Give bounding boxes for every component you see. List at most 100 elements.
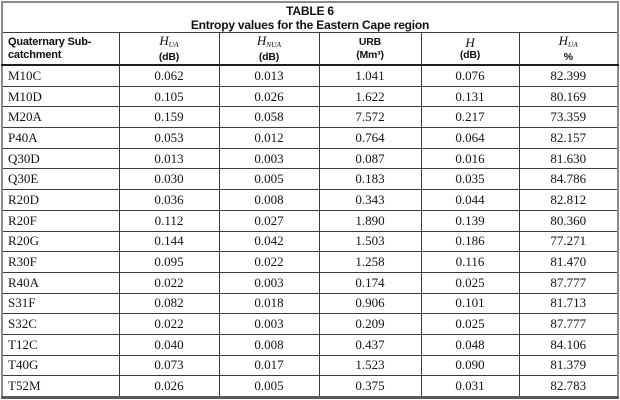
cell-urb: 0.209 <box>318 313 422 335</box>
cell-subcatchment: P40A <box>1 127 120 149</box>
col-header-subcatchment: Quaternary Sub- catchment <box>1 32 120 66</box>
column-header-row: Quaternary Sub- catchment HUA (dB) HNUA … <box>1 32 619 66</box>
cell-hua: 0.013 <box>118 147 220 170</box>
hua-percent-symbol: HUA <box>558 32 578 49</box>
table-row: S32C 0.022 0.003 0.209 0.025 87.777 <box>1 313 619 335</box>
cell-hnua: 0.027 <box>218 209 320 232</box>
cell-hnua: 0.017 <box>218 354 320 377</box>
cell-hua-percent: 87.777 <box>518 271 619 294</box>
cell-hua: 0.073 <box>118 354 220 377</box>
cell-h: 0.044 <box>420 189 520 211</box>
cell-urb: 1.041 <box>318 64 422 87</box>
cell-h: 0.186 <box>420 230 520 253</box>
cell-h: 0.101 <box>420 292 520 315</box>
cell-urb: 0.764 <box>318 127 422 149</box>
cell-urb: 0.174 <box>318 271 422 294</box>
cell-subcatchment: M10D <box>1 85 120 108</box>
cell-subcatchment: M20A <box>1 106 120 129</box>
cell-subcatchment: R30F <box>1 251 120 273</box>
col-header-hua: HUA (dB) <box>118 32 220 66</box>
cell-hua: 0.036 <box>118 189 220 211</box>
cell-hnua: 0.003 <box>218 147 320 170</box>
cell-h: 0.016 <box>420 147 520 170</box>
col-header-h: H (dB) <box>420 32 520 66</box>
table-row: S31F 0.082 0.018 0.906 0.101 81.713 <box>1 292 619 315</box>
urb-unit: (Mm³) <box>356 48 384 61</box>
cell-hua: 0.053 <box>118 127 220 149</box>
cell-subcatchment: R20F <box>1 209 120 232</box>
cell-hnua: 0.008 <box>218 189 320 211</box>
cell-h: 0.076 <box>420 64 520 87</box>
cell-hnua: 0.058 <box>218 106 320 129</box>
table-row: M10C 0.062 0.013 1.041 0.076 82.399 <box>1 64 619 87</box>
table-row: R20D 0.036 0.008 0.343 0.044 82.812 <box>1 189 619 211</box>
cell-subcatchment: Q30D <box>1 147 120 170</box>
cell-h: 0.025 <box>420 313 520 335</box>
table-row: R20F 0.112 0.027 1.890 0.139 80.360 <box>1 209 619 232</box>
cell-h: 0.064 <box>420 127 520 149</box>
cell-subcatchment: T52M <box>1 375 120 398</box>
table-row: R30F 0.095 0.022 1.258 0.116 81.470 <box>1 251 619 273</box>
cell-urb: 1.503 <box>318 230 422 253</box>
cell-hua: 0.082 <box>118 292 220 315</box>
table-number: TABLE 6 <box>286 3 334 18</box>
cell-subcatchment: Q30E <box>1 168 120 191</box>
cell-urb: 1.622 <box>318 85 422 108</box>
h-symbol: H <box>465 34 475 50</box>
cell-hua-percent: 73.359 <box>518 106 619 129</box>
title-row: TABLE 6 Entropy values for the Eastern C… <box>1 1 619 33</box>
cell-hua: 0.144 <box>118 230 220 253</box>
cell-hua-percent: 81.713 <box>518 292 619 315</box>
table-row: M10D 0.105 0.026 1.622 0.131 80.169 <box>1 85 619 108</box>
table-row: R20G 0.144 0.042 1.503 0.186 77.271 <box>1 230 619 253</box>
cell-h: 0.035 <box>420 168 520 191</box>
cell-urb: 1.890 <box>318 209 422 232</box>
cell-h: 0.131 <box>420 85 520 108</box>
cell-hua-percent: 82.812 <box>518 189 619 211</box>
cell-h: 0.116 <box>420 251 520 273</box>
cell-urb: 0.906 <box>318 292 422 315</box>
table-row: P40A 0.053 0.012 0.764 0.064 82.157 <box>1 127 619 149</box>
cell-hua-percent: 82.783 <box>518 375 619 398</box>
cell-hua: 0.159 <box>118 106 220 129</box>
cell-h: 0.090 <box>420 354 520 377</box>
cell-hua-percent: 80.169 <box>518 85 619 108</box>
cell-subcatchment: T12C <box>1 333 120 356</box>
hnua-unit: (dB) <box>258 50 280 63</box>
cell-hua-percent: 84.786 <box>518 168 619 191</box>
cell-subcatchment: R40A <box>1 271 120 294</box>
cell-hnua: 0.026 <box>218 85 320 108</box>
h-unit: (dB) <box>459 48 481 61</box>
cell-hua: 0.030 <box>118 168 220 191</box>
cell-hua-percent: 77.271 <box>518 230 619 253</box>
cell-hua-percent: 84.106 <box>518 333 619 356</box>
table-row: M20A 0.159 0.058 7.572 0.217 73.359 <box>1 106 619 129</box>
cell-hua-percent: 81.630 <box>518 147 619 170</box>
cell-subcatchment: R20D <box>1 189 120 211</box>
table-title: TABLE 6 Entropy values for the Eastern C… <box>1 1 619 33</box>
cell-hua-percent: 82.157 <box>518 127 619 149</box>
col-header-subcatchment-line2: catchment <box>8 48 62 61</box>
cell-urb: 1.523 <box>318 354 422 377</box>
cell-h: 0.217 <box>420 106 520 129</box>
cell-subcatchment: M10C <box>1 64 120 87</box>
cell-subcatchment: S31F <box>1 292 120 315</box>
cell-hua: 0.026 <box>118 375 220 398</box>
cell-hua-percent: 80.360 <box>518 209 619 232</box>
table-row: T40G 0.073 0.017 1.523 0.090 81.379 <box>1 354 619 377</box>
hua-unit: (dB) <box>158 50 180 63</box>
cell-hua-percent: 81.470 <box>518 251 619 273</box>
cell-hua: 0.112 <box>118 209 220 232</box>
col-header-subcatchment-line1: Quaternary Sub- <box>8 35 92 48</box>
cell-hua: 0.040 <box>118 333 220 356</box>
table-row: Q30E 0.030 0.005 0.183 0.035 84.786 <box>1 168 619 191</box>
cell-hnua: 0.042 <box>218 230 320 253</box>
cell-hua-percent: 87.777 <box>518 313 619 335</box>
col-header-hnua: HNUA (dB) <box>218 32 320 66</box>
table-row: Q30D 0.013 0.003 0.087 0.016 81.630 <box>1 147 619 170</box>
cell-hnua: 0.012 <box>218 127 320 149</box>
cell-urb: 7.572 <box>318 106 422 129</box>
cell-h: 0.025 <box>420 271 520 294</box>
